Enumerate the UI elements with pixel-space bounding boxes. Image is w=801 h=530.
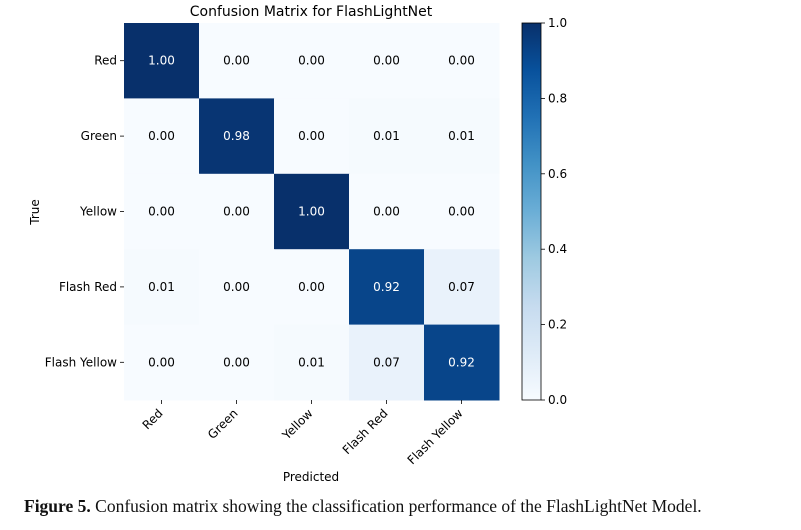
heatmap-cell — [124, 249, 200, 326]
cell-value-label: 0.00 — [148, 129, 175, 143]
y-tick-label: Red — [94, 54, 117, 68]
y-axis: Red Green Yellow Flash Red Flash Yellow — [45, 54, 124, 369]
x-axis-label: Predicted — [283, 470, 339, 484]
cell-value-label: 1.00 — [298, 205, 325, 219]
heatmap-cell — [349, 324, 425, 401]
cell-value-label: 0.00 — [448, 205, 475, 219]
cell-value-label: 0.92 — [373, 280, 400, 294]
heatmap-cell — [274, 173, 350, 250]
colorbar-tick-label: 0.2 — [548, 318, 567, 332]
y-axis-label: True — [28, 199, 42, 226]
cell-value-label: 0.00 — [373, 205, 400, 219]
colorbar-tick-label: 0.8 — [548, 91, 567, 105]
chart-title: Confusion Matrix for FlashLightNet — [190, 4, 433, 20]
colorbar-tick-label: 0.4 — [548, 242, 567, 256]
cell-value-label: 0.00 — [223, 54, 250, 68]
x-tick-label: Yellow — [279, 406, 316, 443]
y-tick-label: Flash Yellow — [45, 355, 117, 369]
x-tick-label: Flash Red — [340, 406, 391, 457]
heatmap-cell — [274, 98, 350, 175]
cell-value-label: 0.00 — [298, 280, 325, 294]
cell-value-label: 0.00 — [223, 280, 250, 294]
heatmap-cell — [424, 173, 500, 250]
heatmap-cell — [349, 249, 425, 326]
heatmap-cell — [274, 324, 350, 401]
y-tick-label: Green — [81, 129, 117, 143]
heatmap-cell — [124, 324, 200, 401]
cell-value-label: 0.07 — [448, 280, 475, 294]
heatmap-cell — [349, 173, 425, 250]
cell-value-label: 0.07 — [373, 355, 400, 369]
confusion-matrix-figure: Confusion Matrix for FlashLightNet 1.00 0… — [28, 4, 567, 484]
colorbar-tick-label: 0.6 — [548, 167, 567, 181]
heatmap-cells — [124, 23, 500, 401]
y-tick-label: Flash Red — [59, 280, 117, 294]
heatmap-value-labels: 1.00 0.00 0.00 0.00 0.00 0.00 0.98 0.00 0.01 0.01… — [148, 54, 475, 370]
heatmap-cell — [424, 324, 500, 401]
cell-value-label: 0.01 — [373, 129, 400, 143]
cell-value-label: 0.98 — [223, 129, 250, 143]
cell-value-label: 0.00 — [223, 355, 250, 369]
cell-value-label: 0.00 — [298, 54, 325, 68]
x-tick-label: Flash Yellow — [405, 406, 466, 467]
cell-value-label: 0.00 — [373, 54, 400, 68]
heatmap-cell — [199, 173, 275, 250]
colorbar-ticks: 0.0 0.2 0.4 0.6 0.8 1.0 — [541, 16, 567, 407]
cell-value-label: 0.01 — [298, 355, 325, 369]
colorbar — [521, 22, 542, 401]
x-axis: Red Green Yellow Flash Red Flash Yellow — [140, 400, 466, 467]
cell-value-label: 0.92 — [448, 355, 475, 369]
heatmap-cell — [124, 23, 200, 99]
heatmap-cell — [424, 98, 500, 175]
cell-value-label: 0.00 — [223, 205, 250, 219]
x-tick-label: Red — [140, 406, 166, 432]
heatmap-cell — [199, 23, 275, 99]
caption-label: Figure 5. — [24, 496, 91, 516]
cell-value-label: 0.00 — [448, 54, 475, 68]
cell-value-label: 0.00 — [148, 205, 175, 219]
cell-value-label: 1.00 — [148, 54, 175, 68]
heatmap-cell — [424, 23, 500, 99]
heatmap-cell — [424, 249, 500, 326]
heatmap-cell — [199, 98, 275, 175]
figure-caption: Figure 5. Confusion matrix showing the c… — [24, 496, 794, 517]
x-tick-label: Green — [205, 406, 241, 442]
heatmap-cell — [274, 23, 350, 99]
cell-value-label: 0.01 — [148, 280, 175, 294]
heatmap-cell — [349, 23, 425, 99]
cell-value-label: 0.01 — [448, 129, 475, 143]
heatmap-cell — [124, 98, 200, 175]
heatmap-cell — [199, 324, 275, 401]
heatmap-cell — [274, 249, 350, 326]
caption-text: Confusion matrix showing the classificat… — [90, 496, 702, 516]
y-tick-label: Yellow — [79, 205, 117, 219]
cell-value-label: 0.00 — [148, 355, 175, 369]
heatmap-cell — [124, 173, 200, 250]
heatmap-cell — [349, 98, 425, 175]
colorbar-tick-label: 0.0 — [548, 393, 567, 407]
cell-value-label: 0.00 — [298, 129, 325, 143]
colorbar-tick-label: 1.0 — [548, 16, 567, 30]
heatmap-cell — [199, 249, 275, 326]
